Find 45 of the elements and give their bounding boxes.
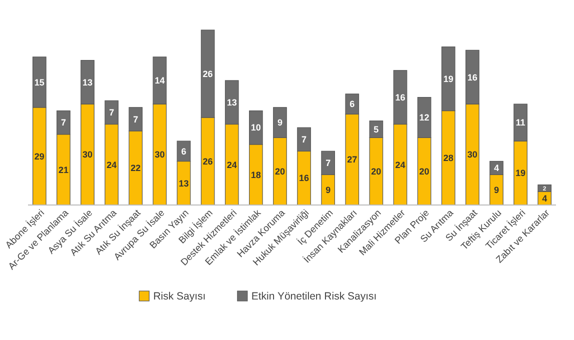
data-label: 13 (226, 98, 237, 108)
data-label: 13 (178, 178, 189, 188)
data-label: 11 (516, 118, 526, 128)
data-label: 22 (130, 163, 141, 174)
data-label: 7 (326, 158, 331, 168)
data-label: 4 (494, 163, 499, 174)
data-label: 9 (277, 118, 282, 128)
data-label: 9 (326, 185, 331, 196)
legend-label: Risk Sayısı (153, 290, 206, 303)
data-label: 24 (226, 160, 237, 170)
data-label: 20 (371, 166, 382, 176)
data-label: 20 (274, 166, 285, 176)
data-label: 14 (154, 76, 165, 86)
data-label: 7 (302, 134, 307, 145)
legend-label: Etkin Yönetilen Risk Sayısı (251, 290, 377, 303)
data-label: 7 (109, 108, 114, 118)
data-label: 29 (34, 151, 44, 162)
data-label: 6 (181, 146, 186, 156)
data-label: 26 (202, 156, 213, 166)
data-label: 27 (347, 154, 358, 165)
data-label: 6 (350, 99, 355, 110)
data-label: 21 (58, 164, 68, 175)
data-label: 19 (516, 168, 526, 178)
data-label: 7 (133, 114, 138, 124)
data-label: 20 (419, 166, 430, 176)
data-label: 7 (60, 118, 66, 128)
data-label: 24 (395, 160, 406, 170)
data-label: 9 (494, 185, 499, 196)
data-label: 15 (34, 77, 44, 88)
data-label: 10 (250, 122, 261, 133)
data-label: 5 (374, 124, 379, 134)
data-label: 16 (395, 92, 406, 102)
data-label: 12 (419, 112, 430, 123)
data-label: 19 (443, 74, 454, 84)
data-label: 26 (202, 68, 213, 79)
data-label: 16 (299, 173, 310, 184)
data-label: 16 (467, 72, 478, 82)
data-label: 18 (250, 170, 261, 180)
data-label: 30 (154, 150, 165, 160)
data-label: 24 (106, 160, 117, 170)
data-label: 13 (82, 77, 93, 88)
data-label: 30 (82, 150, 93, 160)
data-label: 28 (443, 153, 454, 164)
data-label: 30 (467, 150, 478, 160)
data-label: 4 (542, 193, 548, 204)
